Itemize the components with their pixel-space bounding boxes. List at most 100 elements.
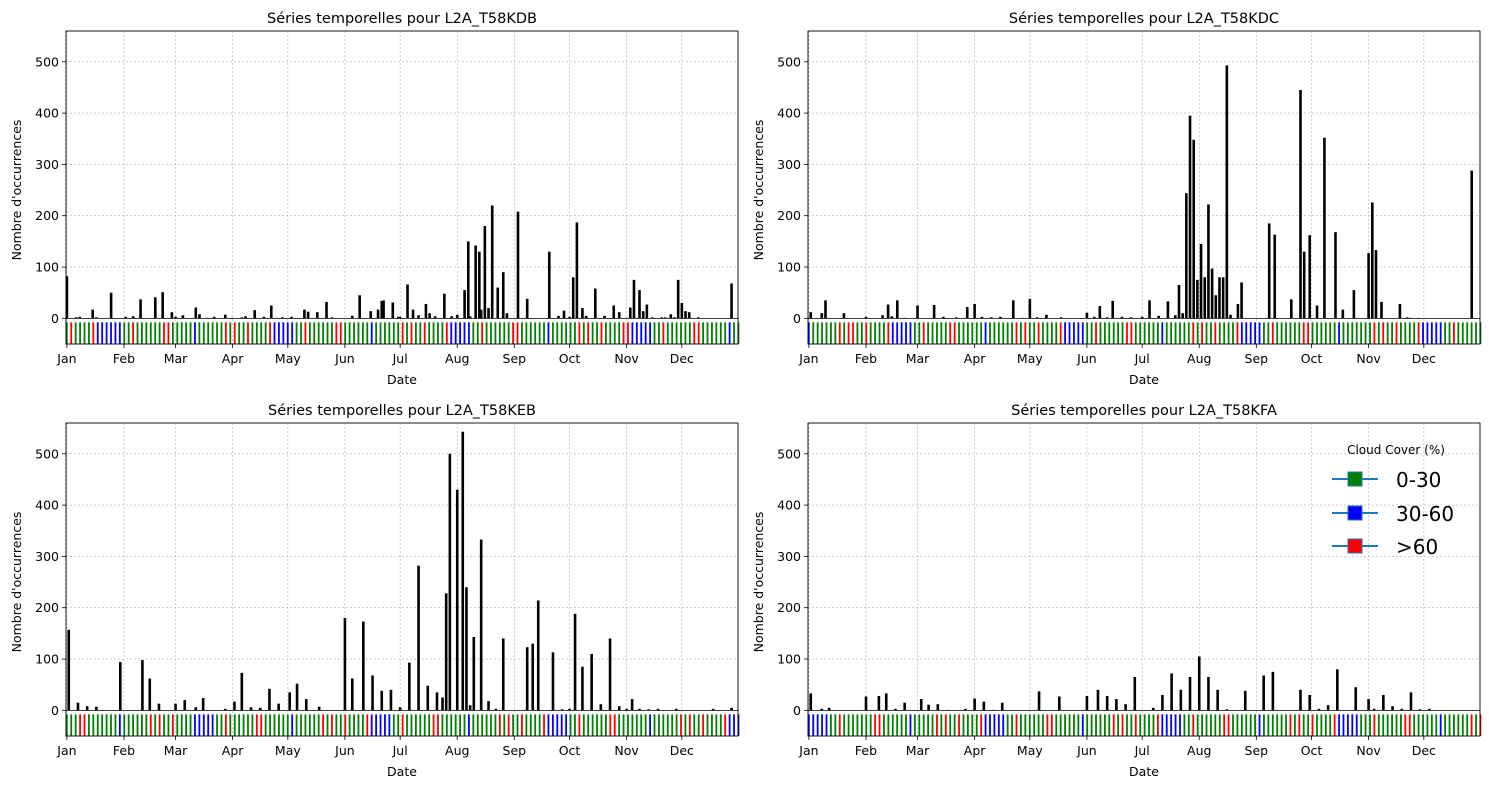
cloud-cover-mark <box>1333 322 1336 344</box>
cloud-cover-mark <box>1077 322 1080 344</box>
cloud-cover-mark <box>92 714 95 736</box>
cloud-cover-mark <box>684 322 687 344</box>
bar <box>1028 298 1032 319</box>
cloud-cover-mark <box>384 322 386 344</box>
cloud-cover-mark <box>1064 714 1067 736</box>
cloud-cover-mark <box>534 322 537 344</box>
bar <box>1398 303 1402 319</box>
cloud-cover-mark <box>1254 322 1257 344</box>
cloud-cover-mark <box>1165 322 1168 344</box>
cloud-cover-mark <box>264 322 267 344</box>
cloud-cover-mark <box>370 322 373 344</box>
bar <box>95 317 98 319</box>
bar <box>1308 694 1311 711</box>
cloud-cover-mark <box>1205 714 1208 736</box>
bar <box>1216 689 1219 711</box>
cloud-cover-mark <box>1386 714 1389 736</box>
cloud-cover-mark <box>255 714 258 736</box>
cloud-cover-mark <box>569 714 572 736</box>
bar <box>233 701 236 711</box>
cloud-cover-mark <box>830 322 832 344</box>
bar <box>1428 708 1431 711</box>
bar <box>964 708 967 711</box>
cloud-cover-mark <box>339 322 342 344</box>
cloud-cover-mark <box>141 322 143 344</box>
cloud-cover-mark <box>1095 322 1097 344</box>
cloud-cover-mark <box>127 714 130 736</box>
cloud-cover-mark <box>913 714 916 736</box>
cloud-cover-mark <box>1192 322 1195 344</box>
cloud-cover-mark <box>847 714 850 736</box>
cloud-cover-mark <box>958 322 960 344</box>
bar <box>641 311 645 319</box>
cloud-cover-mark <box>375 714 378 736</box>
cloud-cover-mark <box>1046 322 1049 344</box>
cloud-cover-mark <box>1187 322 1190 344</box>
cloud-cover-mark <box>807 714 810 736</box>
cloud-cover-mark <box>171 714 174 736</box>
cloud-cover-mark <box>490 322 492 344</box>
cloud-cover-mark <box>891 714 894 736</box>
cloud-cover-mark <box>918 714 921 736</box>
legend-entry-gt60: >60 <box>1332 535 1438 559</box>
cloud-cover-mark <box>1408 714 1411 736</box>
cloud-cover-mark <box>397 714 400 736</box>
bar <box>675 708 678 711</box>
bar <box>244 316 247 319</box>
cloud-cover-mark <box>1192 714 1195 736</box>
bar <box>424 303 428 319</box>
bar <box>1203 277 1207 319</box>
cloud-cover-mark <box>1214 322 1217 344</box>
bar <box>304 699 308 711</box>
cloud-cover-mark <box>1179 322 1181 344</box>
y-tick-label: 100 <box>35 652 59 667</box>
cloud-cover-mark <box>591 322 594 344</box>
bar <box>1336 669 1339 711</box>
bar <box>350 678 354 711</box>
bar <box>1157 315 1161 319</box>
bar <box>389 689 393 711</box>
cloud-cover-mark <box>361 714 364 736</box>
x-tick-label: Jul <box>1134 743 1150 758</box>
bar <box>594 288 597 319</box>
cloud-cover-mark <box>1196 322 1199 344</box>
cloud-cover-mark <box>1466 714 1469 736</box>
cloud-cover-mark <box>737 322 740 344</box>
bar <box>1367 699 1370 711</box>
cloud-cover-mark <box>1430 322 1433 344</box>
x-tick-label: Jul <box>392 743 408 758</box>
bar <box>380 690 384 711</box>
cloud-cover-mark <box>445 322 448 344</box>
cloud-cover-mark <box>348 714 351 736</box>
y-tick-label: 500 <box>35 54 59 69</box>
bar <box>487 308 490 319</box>
bar <box>1192 139 1196 319</box>
x-tick-label: Mar <box>164 743 188 758</box>
cloud-cover-mark <box>189 322 192 344</box>
bar <box>581 666 584 711</box>
cloud-cover-mark <box>869 714 872 736</box>
x-tick-label: Jun <box>334 743 355 758</box>
bar <box>599 704 603 711</box>
cloud-cover-mark <box>1382 714 1385 736</box>
cloud-cover-mark <box>971 714 974 736</box>
bar <box>1000 702 1004 711</box>
cloud-cover-mark <box>171 322 174 344</box>
cloud-cover-mark <box>516 714 519 736</box>
bar <box>894 708 897 711</box>
cloud-cover-mark <box>1404 714 1407 736</box>
cloud-cover-mark <box>286 714 289 736</box>
x-tick-label: May <box>1017 351 1043 366</box>
bar <box>306 311 310 319</box>
cloud-cover-mark <box>931 322 934 344</box>
bar <box>67 629 71 711</box>
cloud-cover-mark <box>896 322 899 344</box>
cloud-cover-mark <box>635 714 638 736</box>
cloud-cover-mark <box>1227 322 1230 344</box>
cloud-cover-mark <box>529 714 532 736</box>
bar <box>1129 317 1133 319</box>
cloud-cover-mark <box>1417 322 1420 344</box>
cloud-cover-mark <box>1254 714 1257 736</box>
cloud-cover-mark <box>1028 322 1031 344</box>
cloud-cover-mark <box>596 322 598 344</box>
